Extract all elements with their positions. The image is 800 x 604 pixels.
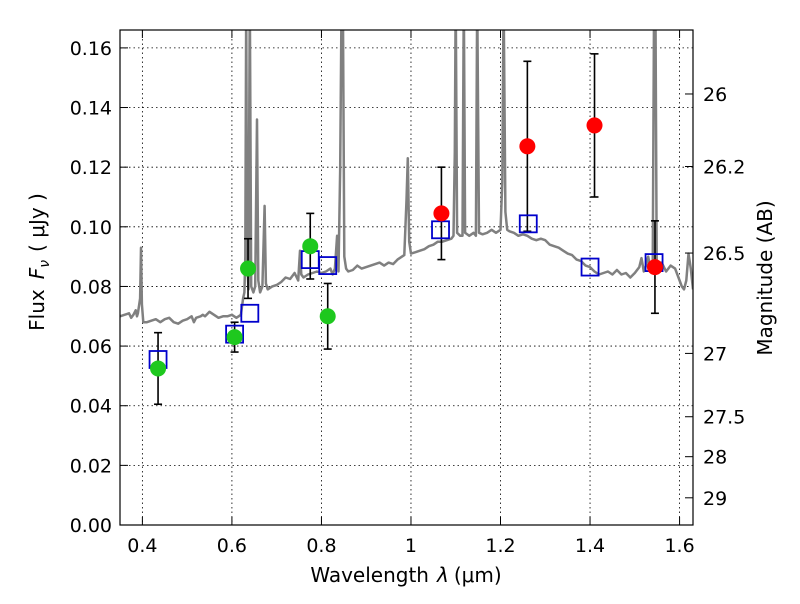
x-tick-label: 1.6 [664, 535, 694, 557]
green-point [319, 308, 336, 325]
y-tick-label: 0.06 [70, 336, 112, 358]
red-point [519, 138, 536, 155]
model-spectrum-line [120, 30, 693, 325]
green-point [240, 260, 257, 277]
green-point [302, 238, 319, 255]
y-axis-label: FluxFν( μJy ) [25, 193, 53, 331]
x-tick-label: 1.4 [575, 535, 605, 557]
x-tick-label: 0.8 [306, 535, 336, 557]
y-tick-label: 0.02 [70, 455, 112, 477]
x-tick-label: 0.4 [127, 535, 157, 557]
y-tick-label: 0.04 [70, 396, 112, 418]
green-point [150, 360, 167, 377]
model-photometry-square [580, 257, 600, 277]
mag-tick-label: 26 [703, 84, 727, 106]
model-photometry-square [318, 256, 338, 275]
model-photometry-square [240, 303, 260, 323]
grid [120, 30, 693, 525]
mag-tick-label: 28 [703, 447, 727, 469]
x-tick-label: 1.2 [485, 535, 515, 557]
model-photometry-square [518, 214, 538, 234]
x-tick-label: 1 [405, 535, 417, 557]
x-tick-label: 0.6 [217, 535, 247, 557]
axis-ticks: 0.4 0.6 0.8 1 1.2 1.4 1.6 0.00 0.02 0.04 0.06 0.08 0… [70, 30, 745, 557]
mag-tick-label: 26.5 [703, 243, 745, 265]
y-tick-label: 0.16 [70, 38, 112, 60]
y-tick-label: 0.08 [70, 276, 112, 298]
mag-tick-label: 26.2 [703, 156, 745, 178]
y-tick-label: 0.12 [70, 157, 112, 179]
mag-tick-label: 27 [703, 343, 727, 365]
axes-frame [119, 29, 694, 526]
red-point [646, 259, 663, 276]
plot-area [120, 30, 693, 406]
mag-tick-label: 29 [703, 488, 727, 510]
red-point [586, 117, 603, 134]
x-axis-label: Wavelength λ (μm) [310, 563, 501, 587]
y-tick-label: 0.00 [70, 515, 112, 537]
observed-points [150, 117, 663, 377]
mag-tick-label: 27.5 [703, 407, 745, 429]
right-axis-label: Magnitude (AB) [753, 200, 777, 355]
y-tick-label: 0.14 [70, 98, 112, 120]
green-point [226, 329, 243, 346]
y-tick-label: 0.10 [70, 217, 112, 239]
red-point [433, 205, 450, 222]
